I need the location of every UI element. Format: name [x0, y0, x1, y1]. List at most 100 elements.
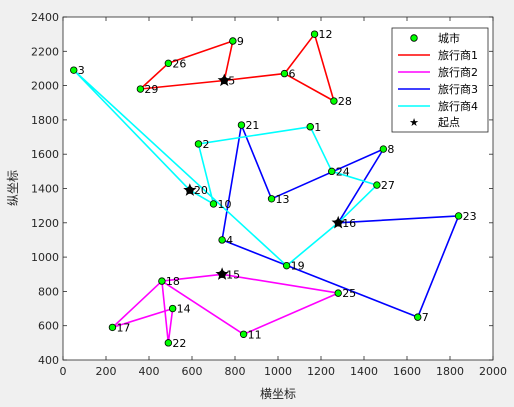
city-point-12	[310, 30, 319, 38]
x-axis-label: 横坐标	[260, 387, 296, 401]
city-point-21	[237, 121, 246, 129]
city-label-10: 10	[218, 198, 232, 211]
city-label-7: 7	[422, 311, 429, 324]
city-label-5: 5	[228, 74, 235, 87]
route-salesman-3	[221, 124, 460, 318]
x-tick-label: 1000	[264, 365, 292, 378]
y-tick-label: 1000	[31, 251, 59, 264]
legend-salesman2-label: 旅行商2	[438, 65, 478, 79]
y-tick-label: 1200	[31, 217, 59, 230]
city-label-9: 9	[237, 35, 244, 48]
x-tick-label: 800	[225, 365, 246, 378]
y-tick-label: 2000	[31, 80, 59, 93]
city-label-21: 21	[245, 119, 259, 132]
legend-box	[391, 27, 489, 133]
y-tick-label: 400	[38, 354, 59, 367]
city-point-13	[267, 195, 276, 203]
city-point-11	[239, 330, 248, 338]
city-label-17: 17	[116, 321, 130, 334]
x-tick-label: 1600	[393, 365, 421, 378]
legend: 城市 旅行商1 旅行商2 旅行商3 旅行商4 ★ 起点	[391, 27, 489, 133]
x-tick-label: 0	[60, 365, 67, 378]
city-label-25: 25	[342, 287, 356, 300]
city-label-4: 4	[226, 234, 233, 247]
city-point-8	[379, 145, 388, 153]
city-label-11: 11	[248, 328, 262, 341]
route-lines	[73, 33, 460, 344]
city-point-14	[168, 304, 177, 313]
y-tick-label: 1800	[31, 114, 59, 127]
legend-salesman1-label: 旅行商1	[438, 48, 478, 62]
y-tick-label: 2400	[31, 11, 59, 24]
city-point-18	[158, 277, 166, 285]
city-point-10	[209, 200, 218, 208]
city-label-24: 24	[336, 165, 350, 178]
city-point-2	[194, 140, 203, 148]
city-label-16: 16	[342, 217, 356, 230]
city-label-14: 14	[177, 303, 191, 316]
legend-start-label: 起点	[438, 116, 460, 129]
depot-star-20	[183, 183, 197, 196]
city-label-18: 18	[166, 275, 180, 288]
legend-salesman4-label: 旅行商4	[438, 99, 478, 113]
route-salesman-1	[139, 33, 335, 102]
city-point-28	[330, 97, 338, 105]
city-point-6	[280, 69, 289, 78]
city-label-3: 3	[78, 64, 85, 77]
city-label-29: 29	[144, 83, 158, 96]
y-tick-label: 1600	[31, 148, 59, 161]
city-point-7	[414, 313, 422, 321]
route-salesman-4	[73, 69, 378, 267]
city-label-1: 1	[314, 121, 321, 134]
x-tick-label: 1400	[350, 365, 378, 378]
city-label-20: 20	[194, 184, 208, 197]
y-tick-label: 600	[38, 320, 59, 333]
city-point-25	[334, 289, 342, 297]
legend-start-star-icon: ★	[409, 116, 419, 129]
city-label-2: 2	[202, 138, 209, 151]
city-label-8: 8	[387, 143, 394, 156]
y-axis-label: 纵坐标	[6, 170, 20, 206]
city-point-4	[218, 236, 226, 244]
y-tick-label: 1400	[31, 183, 59, 196]
city-point-3	[70, 66, 78, 74]
city-label-12: 12	[319, 28, 333, 41]
city-label-22: 22	[172, 337, 186, 350]
legend-city-label: 城市	[438, 31, 460, 45]
city-label-26: 26	[172, 57, 186, 70]
city-label-23: 23	[463, 210, 477, 223]
city-point-24	[328, 167, 336, 176]
x-tick-label: 2000	[479, 365, 507, 378]
x-tick-label: 200	[96, 365, 117, 378]
city-point-27	[373, 181, 381, 189]
city-point-1	[306, 123, 314, 131]
depot-star-16	[331, 215, 345, 229]
x-tick-label: 1800	[436, 365, 464, 378]
x-tick-label: 400	[139, 365, 160, 378]
y-tick-label: 800	[38, 285, 59, 298]
y-tick-label: 2200	[31, 45, 59, 58]
city-label-13: 13	[276, 193, 290, 206]
city-point-17	[108, 323, 117, 332]
city-label-19: 19	[291, 260, 305, 273]
city-label-15: 15	[226, 268, 240, 281]
city-point-23	[454, 212, 463, 220]
city-point-19	[282, 261, 291, 270]
city-point-9	[229, 37, 237, 45]
depot-star-15	[215, 267, 229, 280]
city-label-27: 27	[381, 179, 395, 192]
legend-city-marker	[410, 34, 418, 42]
city-point-22	[164, 339, 173, 347]
x-tick-label: 600	[182, 365, 203, 378]
city-point-29	[136, 85, 145, 93]
x-tick-label: 1200	[307, 365, 335, 378]
depot-star-5	[217, 73, 231, 87]
legend-salesman3-label: 旅行商3	[438, 82, 478, 96]
city-label-6: 6	[288, 68, 295, 81]
city-labels: 1234567891011121314151617181920212223242…	[78, 28, 477, 350]
city-label-28: 28	[338, 95, 352, 108]
city-point-26	[164, 59, 173, 68]
depot-markers	[183, 73, 345, 280]
axis-ticks: 0 200 400 600 800 1000 1200 1400 1600 1800 2000400…	[31, 11, 507, 378]
